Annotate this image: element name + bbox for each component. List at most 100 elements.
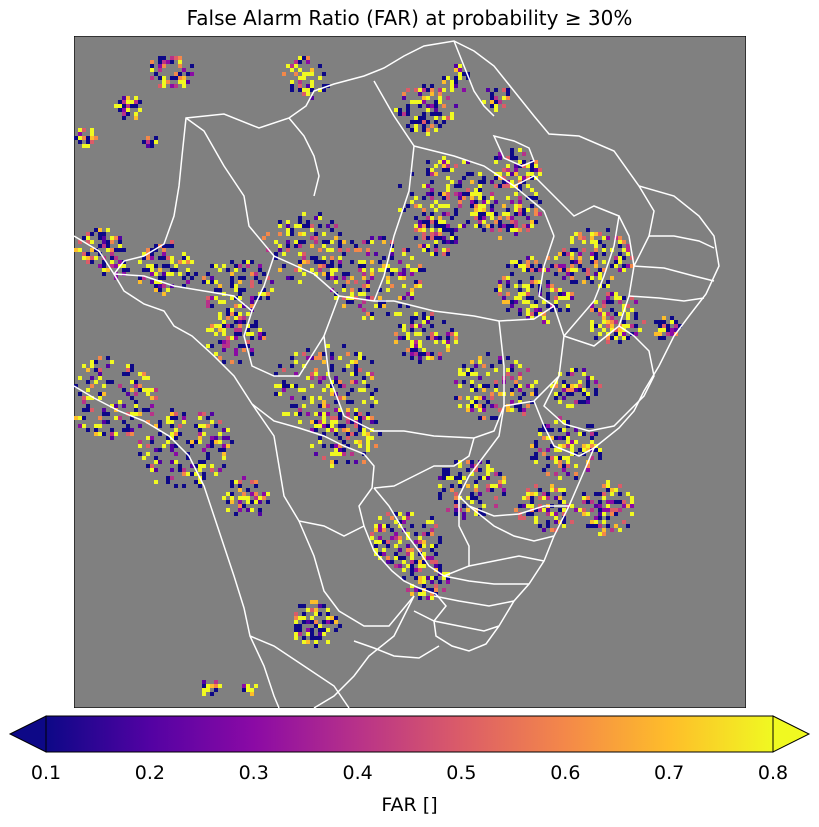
far-cell [418, 324, 422, 328]
far-cell [358, 424, 362, 428]
far-cell [306, 348, 310, 352]
far-cell [442, 476, 446, 480]
far-cell [234, 512, 238, 516]
far-cell [406, 512, 410, 516]
far-cell [526, 216, 530, 220]
far-cell [342, 272, 346, 276]
far-cell [482, 476, 486, 480]
far-cell [522, 164, 526, 168]
far-cell [322, 84, 326, 88]
far-cell [178, 56, 182, 60]
far-cell [434, 524, 438, 528]
far-cell [430, 336, 434, 340]
far-cell [162, 84, 166, 88]
far-cell [118, 240, 122, 244]
far-cell [530, 392, 534, 396]
far-cell [438, 568, 442, 572]
far-cell [354, 360, 358, 364]
far-cell [450, 180, 454, 184]
far-cell [370, 312, 374, 316]
far-cell [330, 228, 334, 232]
far-cell [330, 248, 334, 252]
far-cell [438, 220, 442, 224]
far-cell [534, 388, 538, 392]
far-cell [570, 248, 574, 252]
state-ceara [633, 185, 655, 267]
far-cell [462, 176, 466, 180]
far-cell [610, 492, 614, 496]
far-cell [334, 224, 338, 228]
far-cell [402, 352, 406, 356]
far-cell [446, 472, 450, 476]
far-cell [302, 56, 306, 60]
far-cell [182, 468, 186, 472]
far-cell [298, 604, 302, 608]
far-cell [394, 552, 398, 556]
far-cell [430, 84, 434, 88]
far-cell [618, 484, 622, 488]
far-cell [554, 488, 558, 492]
far-cell [250, 348, 254, 352]
far-cell [526, 312, 530, 316]
far-cell [450, 484, 454, 488]
far-cell [346, 364, 350, 368]
far-cell [110, 252, 114, 256]
far-cell [150, 140, 154, 144]
far-cell [198, 436, 202, 440]
far-cell [406, 532, 410, 536]
far-cell [430, 544, 434, 548]
far-cell [282, 380, 286, 384]
far-cell [594, 272, 598, 276]
far-cell [574, 384, 578, 388]
far-cell [226, 436, 230, 440]
far-cell [306, 60, 310, 64]
far-cell [518, 516, 522, 520]
far-cell [474, 216, 478, 220]
far-cell [478, 476, 482, 480]
far-cell [434, 588, 438, 592]
far-cell [98, 232, 102, 236]
far-cell [318, 224, 322, 228]
far-cell [394, 532, 398, 536]
far-cell [362, 276, 366, 280]
far-cell [562, 500, 566, 504]
far-cell [630, 496, 634, 500]
far-cell [438, 352, 442, 356]
far-cell [546, 304, 550, 308]
far-cell [206, 300, 210, 304]
far-cell [330, 268, 334, 272]
far-cell [578, 432, 582, 436]
far-cell [102, 412, 106, 416]
far-cell [98, 392, 102, 396]
far-cell [430, 352, 434, 356]
far-cell [570, 264, 574, 268]
far-cell [426, 556, 430, 560]
far-cell [538, 312, 542, 316]
far-cell [222, 360, 226, 364]
far-cell [266, 492, 270, 496]
far-cell [418, 280, 422, 284]
far-cell [322, 444, 326, 448]
far-cell [278, 392, 282, 396]
tick-label: 0.4 [342, 762, 373, 784]
far-cell [422, 352, 426, 356]
far-cell [546, 292, 550, 296]
far-cell [586, 496, 590, 500]
far-cell [142, 372, 146, 376]
far-cell [90, 136, 94, 140]
far-cell [562, 468, 566, 472]
far-cell [130, 100, 134, 104]
far-cell [102, 260, 106, 264]
far-cell [146, 264, 150, 268]
far-cell [358, 428, 362, 432]
far-cell [166, 272, 170, 276]
far-cell [482, 384, 486, 388]
far-cell [518, 184, 522, 188]
far-cell [330, 256, 334, 260]
far-cell [550, 284, 554, 288]
far-cell [618, 300, 622, 304]
far-cell [218, 312, 222, 316]
far-cell [594, 392, 598, 396]
far-cell [622, 264, 626, 268]
far-cell [534, 492, 538, 496]
